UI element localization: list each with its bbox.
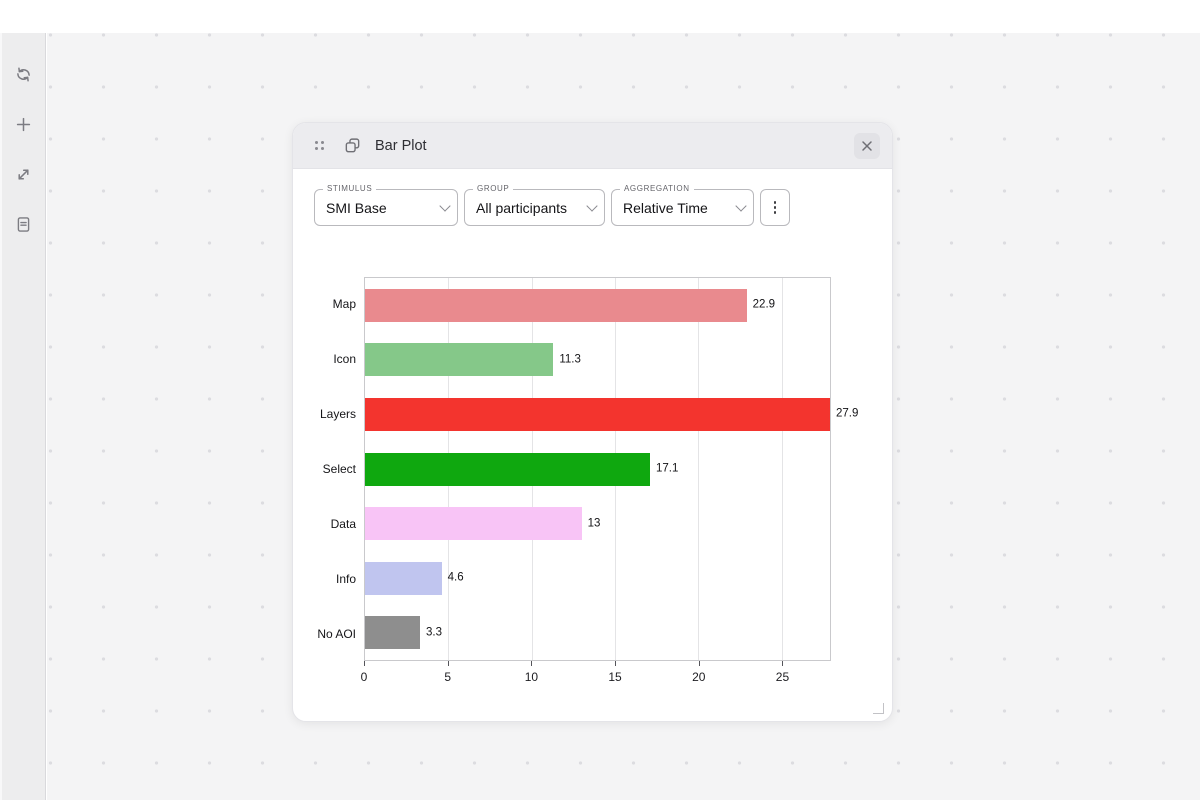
chevron-down-icon bbox=[439, 199, 451, 212]
x-tick-mark bbox=[364, 661, 365, 666]
kebab-icon bbox=[773, 200, 777, 204]
bar bbox=[365, 343, 554, 377]
category-label: Map bbox=[332, 297, 356, 312]
bar bbox=[365, 288, 747, 322]
bar-value-label: 4.6 bbox=[447, 571, 464, 584]
x-tick-label: 15 bbox=[608, 670, 622, 684]
group-select-label: GROUP bbox=[473, 184, 514, 193]
category-label: No AOI bbox=[317, 626, 356, 641]
bar-row: 27.9 bbox=[365, 387, 858, 442]
dashboard-canvas[interactable]: Bar Plot STIMULUS SMI Base bbox=[47, 33, 1200, 800]
bar-row: 22.9 bbox=[365, 278, 830, 333]
more-options-button[interactable] bbox=[760, 189, 790, 226]
group-select-value: All participants bbox=[476, 199, 568, 216]
copy-icon bbox=[344, 137, 361, 154]
bar-value-label: 3.3 bbox=[426, 626, 442, 639]
gridline bbox=[781, 278, 783, 660]
widget-title: Bar Plot bbox=[375, 137, 427, 154]
gridline bbox=[698, 278, 700, 660]
drag-handle-icon[interactable] bbox=[315, 141, 324, 150]
bar-row: 3.3 bbox=[365, 605, 830, 660]
bar-value-label: 27.9 bbox=[836, 407, 859, 420]
close-button[interactable] bbox=[854, 132, 880, 159]
duplicate-button[interactable] bbox=[344, 137, 361, 154]
x-tick-label: 20 bbox=[692, 670, 706, 684]
x-tick-mark bbox=[698, 661, 700, 666]
bar-rows: 22.9 11.3 27.9 17.1 13 4.6 3.3 bbox=[365, 278, 858, 660]
x-tick-label: 10 bbox=[524, 670, 539, 684]
x-tick-label: 5 bbox=[444, 670, 452, 684]
resize-handle[interactable] bbox=[873, 703, 884, 714]
bar-row: 17.1 bbox=[365, 442, 830, 497]
bar bbox=[365, 397, 830, 431]
refresh-button[interactable] bbox=[7, 57, 41, 91]
chevron-down-icon bbox=[735, 199, 747, 212]
category-label: Data bbox=[330, 516, 356, 531]
close-icon bbox=[861, 140, 873, 152]
stimulus-select[interactable]: STIMULUS SMI Base bbox=[314, 184, 458, 226]
refresh-icon bbox=[15, 66, 32, 83]
bar-row: 4.6 bbox=[365, 551, 830, 606]
x-tick-mark bbox=[447, 661, 449, 666]
toolbar-sidebar bbox=[0, 33, 46, 800]
plus-icon bbox=[16, 117, 31, 132]
bar bbox=[365, 507, 582, 541]
chevron-down-icon bbox=[586, 199, 598, 212]
add-button[interactable] bbox=[7, 107, 41, 141]
bar-row: 13 bbox=[365, 496, 830, 551]
bar-plot-widget: Bar Plot STIMULUS SMI Base bbox=[292, 122, 893, 722]
category-label: Layers bbox=[319, 407, 356, 422]
category-axis: Map Icon Layers Select Data Info No AOI bbox=[293, 277, 364, 661]
x-tick-mark bbox=[615, 661, 617, 666]
stimulus-select-label: STIMULUS bbox=[323, 184, 377, 193]
aggregation-select-label: AGGREGATION bbox=[620, 184, 694, 193]
bar-chart: Map Icon Layers Select Data Info No AOI 22.9 11… bbox=[293, 277, 894, 687]
chart-controls: STIMULUS SMI Base GROUP All participants… bbox=[293, 169, 892, 226]
expand-button[interactable] bbox=[7, 157, 41, 191]
x-tick-mark bbox=[531, 661, 533, 666]
bar bbox=[365, 561, 442, 595]
x-tick-label: 25 bbox=[775, 670, 790, 684]
bar-value-label: 22.9 bbox=[752, 298, 776, 311]
category-label: Info bbox=[335, 571, 356, 586]
x-tick-label: 0 bbox=[360, 670, 368, 684]
bar-value-label: 17.1 bbox=[656, 462, 679, 475]
bar-value-label: 13 bbox=[587, 517, 601, 530]
bar-row: 11.3 bbox=[365, 333, 830, 388]
bar-value-label: 11.3 bbox=[559, 353, 581, 366]
expand-icon bbox=[16, 167, 31, 182]
x-tick-mark bbox=[782, 661, 784, 666]
report-button[interactable] bbox=[7, 207, 41, 241]
category-label: Select bbox=[322, 462, 356, 476]
document-icon bbox=[15, 216, 32, 233]
aggregation-select-value: Relative Time bbox=[623, 199, 708, 216]
widget-header: Bar Plot bbox=[293, 123, 892, 169]
plot-area: 22.9 11.3 27.9 17.1 13 4.6 3.3 bbox=[364, 277, 858, 661]
bar bbox=[365, 452, 650, 486]
stimulus-select-value: SMI Base bbox=[326, 199, 387, 216]
aggregation-select[interactable]: AGGREGATION Relative Time bbox=[611, 184, 754, 226]
bar bbox=[365, 616, 420, 650]
top-bar bbox=[0, 0, 1200, 33]
x-axis: 0 5 10 15 20 25 bbox=[360, 661, 831, 691]
group-select[interactable]: GROUP All participants bbox=[464, 184, 605, 226]
category-label: Icon bbox=[333, 352, 356, 367]
widget-body: STIMULUS SMI Base GROUP All participants… bbox=[293, 169, 892, 722]
